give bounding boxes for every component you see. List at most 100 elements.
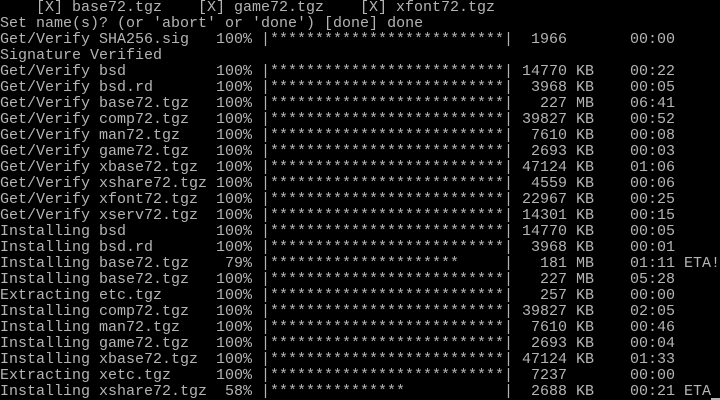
progress-bar: |**************************| (261, 95, 514, 112)
size-unit: KB (576, 223, 595, 240)
transfer-size: 181 (540, 255, 568, 272)
elapsed-time: 00:00 (630, 31, 676, 48)
progress-bar: |**************************| (261, 367, 514, 384)
progress-percent: 100% (216, 95, 253, 112)
progress-percent: 100% (216, 175, 253, 192)
progress-percent: 100% (216, 63, 253, 80)
transfer-size: 2693 (531, 143, 568, 160)
progress-bar: |**************************| (261, 175, 514, 192)
elapsed-time: 01:33 (630, 351, 676, 368)
progress-percent: 100% (216, 223, 253, 240)
elapsed-time: 00:05 (630, 79, 676, 96)
size-unit: KB (576, 303, 595, 320)
size-unit: KB (576, 143, 595, 160)
elapsed-time: 00:06 (630, 175, 676, 192)
eta-indicator: ETA! (684, 255, 720, 272)
progress-bar: |**************************| (261, 111, 514, 128)
progress-bar: |**************************| (261, 191, 514, 208)
progress-line: Get/Verify bsd 100% |*********************… (0, 64, 720, 80)
elapsed-time: 00:25 (630, 191, 676, 208)
size-unit: KB (576, 175, 595, 192)
size-unit: KB (576, 351, 595, 368)
progress-label: Get/Verify xfont72.tgz (0, 191, 199, 208)
progress-line: Installing base72.tgz 100% |**************… (0, 272, 720, 288)
progress-label: Installing bsd (0, 223, 127, 240)
progress-label: Installing base72.tgz (0, 255, 190, 272)
elapsed-time: 01:06 (630, 159, 676, 176)
progress-bar: |**************************| (261, 351, 514, 368)
progress-line: Get/Verify bsd.rd 100% |******************… (0, 80, 720, 96)
transfer-size: 47124 (522, 351, 568, 368)
progress-label: Installing game72.tgz (0, 335, 190, 352)
size-unit: KB (576, 127, 595, 144)
progress-line: Installing bsd.rd 100% |******************… (0, 240, 720, 256)
progress-line: Get/Verify game72.tgz 100% |**************… (0, 144, 720, 160)
elapsed-time: 00:46 (630, 319, 676, 336)
progress-label: Installing xbase72.tgz (0, 351, 199, 368)
transfer-size: 1966 (531, 31, 568, 48)
elapsed-time: 06:41 (630, 95, 676, 112)
progress-percent: 100% (216, 207, 253, 224)
progress-label: Extracting etc.tgz (0, 287, 163, 304)
progress-label: Get/Verify game72.tgz (0, 143, 190, 160)
size-unit: KB (576, 319, 595, 336)
transfer-size: 3968 (531, 239, 568, 256)
size-unit: KB (576, 79, 595, 96)
elapsed-time: 05:28 (630, 271, 676, 288)
elapsed-time: 00:22 (630, 63, 676, 80)
transfer-size: 227 (540, 95, 568, 112)
progress-label: Get/Verify man72.tgz (0, 127, 181, 144)
progress-label: Installing bsd.rd (0, 239, 154, 256)
progress-bar: |**************************| (261, 271, 514, 288)
prompt-line: Set name(s)? (or 'abort' or 'done') [don… (0, 16, 720, 32)
elapsed-time: 00:03 (630, 143, 676, 160)
progress-label: Extracting xetc.tgz (0, 367, 172, 384)
progress-bar: |**************************| (261, 223, 514, 240)
progress-label: Get/Verify xshare72.tgz (0, 175, 208, 192)
progress-percent: 100% (216, 287, 253, 304)
progress-label: Get/Verify comp72.tgz (0, 111, 190, 128)
size-unit: KB (576, 111, 595, 128)
progress-bar: |**************************| (261, 79, 514, 96)
transfer-size: 14770 (522, 63, 568, 80)
elapsed-time: 00:21 (630, 383, 676, 400)
progress-percent: 100% (216, 159, 253, 176)
progress-label: Get/Verify xserv72.tgz (0, 207, 199, 224)
transfer-size: 7610 (531, 319, 568, 336)
progress-percent: 100% (216, 271, 253, 288)
progress-label: Installing xshare72.tgz (0, 383, 208, 400)
size-unit: KB (576, 335, 595, 352)
progress-percent: 100% (216, 127, 253, 144)
progress-percent: 58% (216, 383, 253, 400)
progress-label: Get/Verify xbase72.tgz (0, 159, 199, 176)
progress-line: Installing game72.tgz 100% |**************… (0, 336, 720, 352)
elapsed-time: 02:05 (630, 303, 676, 320)
status-line: Signature Verified (0, 48, 720, 64)
progress-line: Get/Verify xfont72.tgz 100% |*************… (0, 192, 720, 208)
elapsed-time: 00:52 (630, 111, 676, 128)
progress-line: Get/Verify xbase72.tgz 100% |*************… (0, 160, 720, 176)
progress-bar: |**************************| (261, 127, 514, 144)
progress-percent: 100% (216, 319, 253, 336)
progress-percent: 100% (216, 111, 253, 128)
size-unit: KB (576, 383, 595, 400)
progress-label: Get/Verify bsd (0, 63, 127, 80)
progress-line: Installing xshare72.tgz 58% |************… (0, 384, 720, 400)
progress-bar: |**************************| (261, 303, 514, 320)
selected-set: [X] base72.tgz (36, 0, 163, 16)
progress-percent: 100% (216, 191, 253, 208)
transfer-size: 39827 (522, 303, 568, 320)
progress-line: Get/Verify base72.tgz 100% |**************… (0, 96, 720, 112)
install-prompt: Set name(s)? (or 'abort' or 'done') [don… (0, 15, 424, 32)
elapsed-time: 00:01 (630, 239, 676, 256)
transfer-size: 22967 (522, 191, 568, 208)
size-unit: KB (576, 191, 595, 208)
progress-label: Get/Verify base72.tgz (0, 95, 190, 112)
progress-bar: |**************************| (261, 143, 514, 160)
progress-bar: |**************************| (261, 335, 514, 352)
progress-line: Installing base72.tgz 79% |**************… (0, 256, 720, 272)
progress-percent: 100% (216, 351, 253, 368)
size-unit: MB (576, 95, 595, 112)
elapsed-time: 01:11 (630, 255, 676, 272)
